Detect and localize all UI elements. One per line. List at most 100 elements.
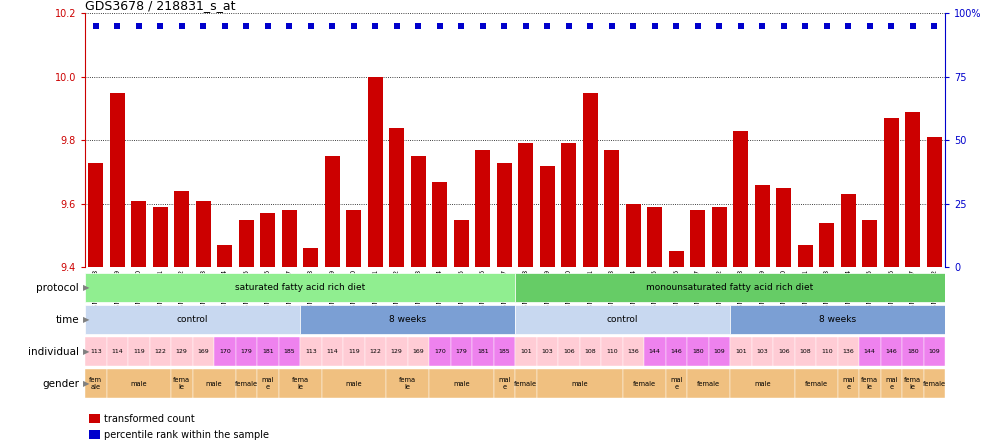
Bar <box>236 369 257 398</box>
Point <box>131 23 147 30</box>
Text: fema
le: fema le <box>291 377 309 390</box>
Bar <box>131 201 146 267</box>
Bar <box>106 369 171 398</box>
Bar <box>515 337 536 366</box>
Bar <box>561 143 576 267</box>
Text: male: male <box>206 381 222 387</box>
Text: 179: 179 <box>240 349 252 354</box>
Bar <box>859 337 881 366</box>
Text: 169: 169 <box>197 349 209 354</box>
Bar <box>368 77 383 267</box>
Point <box>303 23 319 30</box>
Bar <box>730 337 752 366</box>
Text: 146: 146 <box>885 349 897 354</box>
Point <box>539 23 555 30</box>
Point <box>518 23 534 30</box>
Bar <box>171 369 192 398</box>
Bar <box>450 337 472 366</box>
Text: fema
le: fema le <box>173 377 190 390</box>
Bar <box>278 369 322 398</box>
Text: 119: 119 <box>348 349 360 354</box>
Text: 109: 109 <box>928 349 940 354</box>
Bar <box>494 369 515 398</box>
Point <box>690 23 706 30</box>
Point <box>711 23 727 30</box>
Point <box>668 23 684 30</box>
Bar <box>128 337 150 366</box>
Text: male: male <box>571 381 588 387</box>
Bar <box>838 337 859 366</box>
Bar <box>730 305 945 334</box>
Text: 169: 169 <box>412 349 424 354</box>
Text: 180: 180 <box>907 349 919 354</box>
Text: transformed count: transformed count <box>104 414 195 424</box>
Bar <box>794 369 838 398</box>
Bar <box>881 369 902 398</box>
Point <box>281 23 297 30</box>
Text: saturated fatty acid rich diet: saturated fatty acid rich diet <box>235 283 365 292</box>
Point <box>367 23 383 30</box>
Bar <box>386 337 408 366</box>
Bar <box>752 337 773 366</box>
Text: 110: 110 <box>821 349 833 354</box>
Point <box>174 23 190 30</box>
Bar <box>89 430 100 439</box>
Point <box>217 23 233 30</box>
Text: 106: 106 <box>563 349 575 354</box>
Text: individual: individual <box>28 347 79 357</box>
Point <box>604 23 620 30</box>
Bar <box>902 369 924 398</box>
Bar <box>816 337 838 366</box>
Bar <box>712 207 727 267</box>
Bar <box>536 337 558 366</box>
Point <box>410 23 426 30</box>
Point <box>346 23 362 30</box>
Bar <box>472 337 494 366</box>
Bar <box>278 337 300 366</box>
Text: protocol: protocol <box>36 283 79 293</box>
Bar <box>819 223 834 267</box>
Bar <box>192 369 236 398</box>
Point <box>582 23 598 30</box>
Text: female: female <box>923 381 946 387</box>
Text: ▶: ▶ <box>83 347 90 356</box>
Bar <box>776 188 791 267</box>
Point <box>883 23 899 30</box>
Text: mal
e: mal e <box>262 377 274 390</box>
Bar <box>346 210 361 267</box>
Bar <box>88 163 103 267</box>
Text: 109: 109 <box>713 349 725 354</box>
Bar <box>150 337 171 366</box>
Text: male: male <box>345 381 362 387</box>
Text: control: control <box>177 315 208 324</box>
Point <box>862 23 878 30</box>
Bar <box>666 337 687 366</box>
Bar <box>515 369 536 398</box>
Bar <box>902 337 924 366</box>
Point <box>733 23 749 30</box>
Point <box>905 23 921 30</box>
Bar <box>454 220 469 267</box>
Point <box>625 23 641 30</box>
Text: 170: 170 <box>219 349 231 354</box>
Text: 8 weeks: 8 weeks <box>389 315 426 324</box>
Bar <box>794 337 816 366</box>
Point <box>475 23 491 30</box>
Point <box>797 23 813 30</box>
Bar <box>518 143 533 267</box>
Text: 122: 122 <box>154 349 166 354</box>
Text: 185: 185 <box>498 349 510 354</box>
Text: 144: 144 <box>864 349 876 354</box>
Text: percentile rank within the sample: percentile rank within the sample <box>104 430 269 440</box>
Bar <box>881 337 902 366</box>
Point <box>238 23 254 30</box>
Bar <box>153 207 168 267</box>
Point <box>195 23 211 30</box>
Bar <box>536 369 622 398</box>
Text: 108: 108 <box>584 349 596 354</box>
Bar <box>85 337 106 366</box>
Text: time: time <box>55 315 79 325</box>
Text: 101: 101 <box>520 349 532 354</box>
Text: male: male <box>130 381 147 387</box>
Bar <box>924 337 945 366</box>
